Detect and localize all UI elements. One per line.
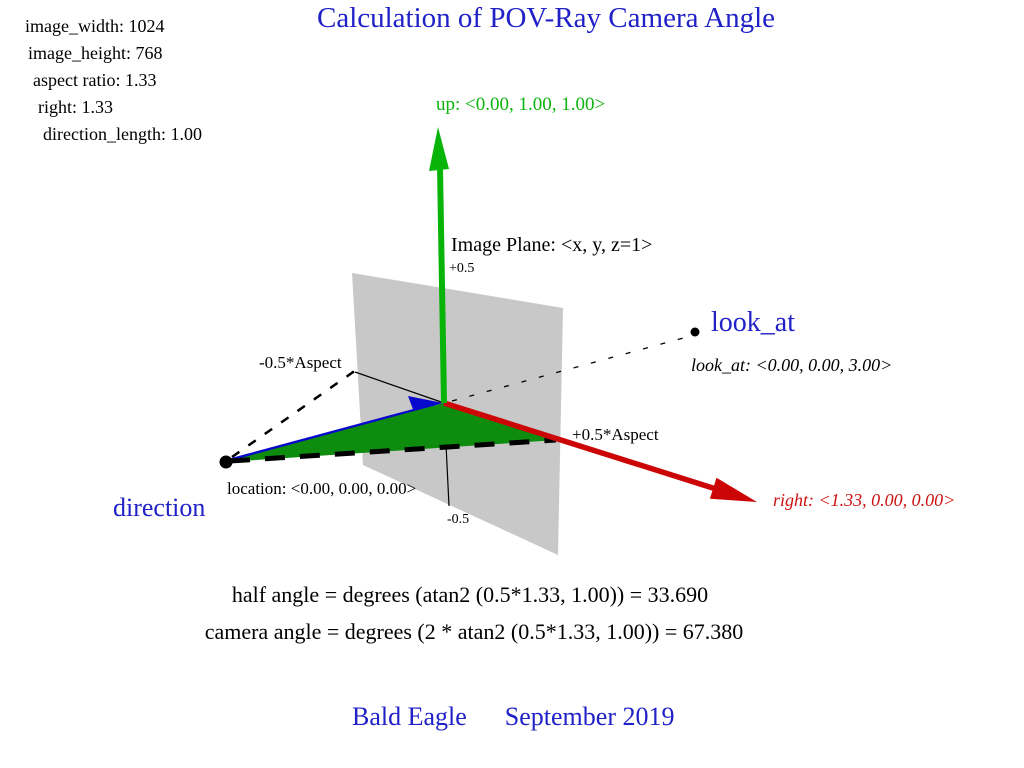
location-vector-label: location: <0.00, 0.00, 0.00> <box>227 479 417 498</box>
up-arrowhead <box>429 127 449 171</box>
plane-horizontal-midline <box>354 371 445 404</box>
page-title: Calculation of POV-Ray Camera Angle <box>316 2 775 34</box>
info-direction-length: direction_length: 1.00 <box>43 124 202 144</box>
direction-arrowhead <box>408 396 443 412</box>
image-plane-label: Image Plane: <x, y, z=1> <box>451 234 653 256</box>
look-at-dot <box>690 327 700 337</box>
look-at-dotted-line <box>451 336 688 402</box>
info-aspect-ratio: aspect ratio: 1.33 <box>33 70 157 90</box>
left-frustum-edge-dashed-ray <box>231 368 357 459</box>
look-at-vector-label: look_at: <0.00, 0.00, 3.00> <box>691 355 893 375</box>
plus-half-tick-label: +0.5 <box>449 261 475 276</box>
info-image-height: image_height: 768 <box>28 43 163 63</box>
footer-author: Bald Eagle <box>352 702 467 731</box>
camera-angle-formula: camera angle = degrees (2 * atan2 (0.5*1… <box>204 619 744 644</box>
look-at-title-label: look_at <box>711 307 795 338</box>
right-frustum-edge-dashed-ray <box>229 437 557 464</box>
up-vector-label: up: <0.00, 1.00, 1.00> <box>436 94 606 115</box>
right-arrowhead <box>709 477 757 502</box>
minus-half-aspect-label: -0.5*Aspect <box>259 353 342 372</box>
location-dot <box>219 455 233 469</box>
minus-half-tick-label: -0.5 <box>447 512 470 527</box>
frustum-triangle <box>226 403 557 462</box>
up-arrow-shaft <box>437 167 447 404</box>
footer-date: September 2019 <box>504 702 675 731</box>
half-angle-formula: half angle = degrees (atan2 (0.5*1.33, 1… <box>231 582 709 607</box>
direction-label: direction <box>113 493 206 522</box>
footer-credit: Bald Eagle September 2019 <box>352 702 674 732</box>
info-right: right: 1.33 <box>38 97 113 117</box>
right-vector-label: right: <1.33, 0.00, 0.00> <box>773 490 956 510</box>
plus-half-aspect-label: +0.5*Aspect <box>572 425 659 444</box>
info-image-width: image_width: 1024 <box>25 16 165 36</box>
right-arrow-shaft <box>443 400 717 492</box>
